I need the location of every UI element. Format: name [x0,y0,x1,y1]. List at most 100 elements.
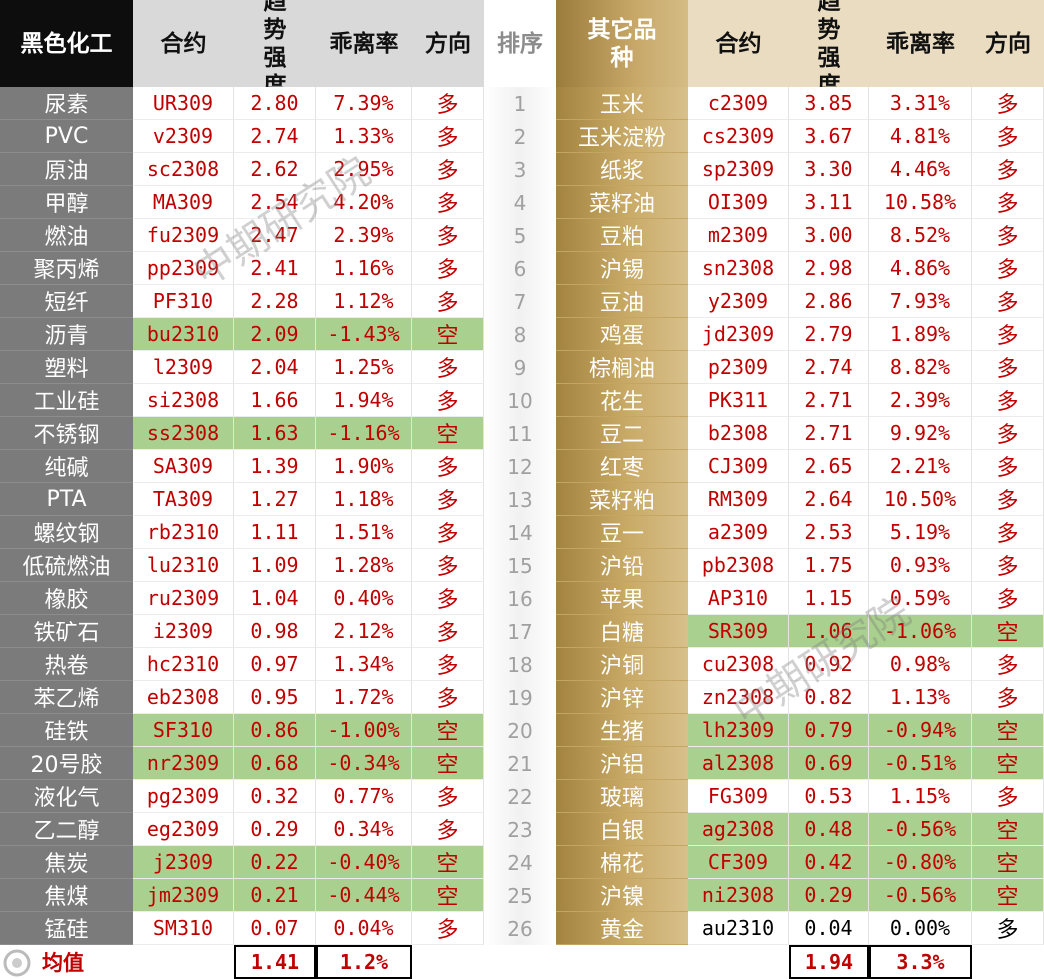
right-category-cell: 沪铅 [556,549,688,582]
left-header-contract: 合约 [133,0,234,87]
left-category-cell: 不锈钢 [0,417,133,450]
right-direction-cell: 空 [972,879,1044,912]
left-direction-cell: 多 [412,120,484,153]
left-category-cell: 低硫燃油 [0,549,133,582]
right-average-strength: 1.94 [789,945,869,979]
right-category-cell: 鸡蛋 [556,318,688,351]
right-deviation-cell: 8.52% [869,219,972,252]
left-contract-cell: pg2309 [133,780,234,813]
right-deviation-cell: 10.50% [869,483,972,516]
right-direction-cell: 多 [972,516,1044,549]
right-contract-cell: ag2308 [688,813,789,846]
left-category-cell: 尿素 [0,87,133,120]
left-category-cell: 螺纹钢 [0,516,133,549]
right-category-cell: 红枣 [556,450,688,483]
left-deviation-cell: 1.51% [316,516,412,549]
right-strength-cell: 0.79 [789,714,869,747]
left-strength-cell: 1.66 [234,384,316,417]
left-deviation-cell: 2.95% [316,153,412,186]
rank-cell: 3 [484,153,556,186]
right-direction-cell: 空 [972,813,1044,846]
left-contract-cell: UR309 [133,87,234,120]
left-contract-cell: SM310 [133,912,234,945]
left-contract-cell: si2308 [133,384,234,417]
left-contract-cell: eg2309 [133,813,234,846]
left-direction-cell: 多 [412,516,484,549]
left-direction-cell: 多 [412,384,484,417]
left-contract-cell: MA309 [133,186,234,219]
right-deviation-cell: 3.31% [869,87,972,120]
rank-cell: 6 [484,252,556,285]
left-category-cell: 20号胶 [0,747,133,780]
right-strength-cell: 1.15 [789,582,869,615]
right-category-cell: 豆粕 [556,219,688,252]
right-contract-cell: a2309 [688,516,789,549]
left-header-direction: 方向 [412,0,484,87]
left-strength-cell: 1.11 [234,516,316,549]
right-category-cell: 豆二 [556,417,688,450]
rank-cell: 21 [484,747,556,780]
right-deviation-cell: 0.00% [869,912,972,945]
left-direction-cell: 多 [412,252,484,285]
left-deviation-cell: -0.34% [316,747,412,780]
right-category-cell: 白银 [556,813,688,846]
right-category-cell: 棕榈油 [556,351,688,384]
rank-cell: 9 [484,351,556,384]
right-direction-cell: 多 [972,87,1044,120]
right-contract-cell: OI309 [688,186,789,219]
left-deviation-cell: 0.04% [316,912,412,945]
right-category-cell: 沪锌 [556,681,688,714]
rank-cell: 7 [484,285,556,318]
left-strength-cell: 1.27 [234,483,316,516]
left-direction-cell: 多 [412,582,484,615]
rank-cell: 18 [484,648,556,681]
rank-cell: 10 [484,384,556,417]
right-category-cell: 花生 [556,384,688,417]
left-category-cell: PVC [0,120,133,153]
right-strength-cell: 1.06 [789,615,869,648]
left-deviation-cell: -0.44% [316,879,412,912]
right-deviation-cell: -0.56% [869,813,972,846]
right-deviation-cell: 0.59% [869,582,972,615]
left-deviation-cell: -1.16% [316,417,412,450]
right-deviation-cell: 2.39% [869,384,972,417]
right-strength-cell: 2.64 [789,483,869,516]
right-contract-cell: al2308 [688,747,789,780]
left-contract-cell: bu2310 [133,318,234,351]
right-category-cell: 纸浆 [556,153,688,186]
right-direction-cell: 多 [972,483,1044,516]
right-strength-cell: 3.85 [789,87,869,120]
right-direction-cell: 多 [972,417,1044,450]
left-direction-cell: 多 [412,813,484,846]
right-direction-cell: 多 [972,318,1044,351]
rank-header: 排序 [484,0,556,87]
left-strength-cell: 1.39 [234,450,316,483]
left-direction-cell: 空 [412,747,484,780]
left-category-cell: 焦煤 [0,879,133,912]
right-deviation-cell: -0.94% [869,714,972,747]
left-deviation-cell: 2.12% [316,615,412,648]
rank-cell: 19 [484,681,556,714]
right-direction-cell: 多 [972,912,1044,945]
rank-cell: 15 [484,549,556,582]
left-deviation-cell: 1.33% [316,120,412,153]
right-deviation-cell: 4.81% [869,120,972,153]
right-deviation-cell: 4.46% [869,153,972,186]
left-strength-cell: 2.28 [234,285,316,318]
right-strength-cell: 2.79 [789,318,869,351]
right-direction-cell: 多 [972,648,1044,681]
right-contract-cell: lh2309 [688,714,789,747]
rank-cell: 14 [484,516,556,549]
left-direction-cell: 空 [412,879,484,912]
left-category-cell: 聚丙烯 [0,252,133,285]
left-strength-cell: 1.09 [234,549,316,582]
left-contract-cell: jm2309 [133,879,234,912]
rank-cell: 8 [484,318,556,351]
right-direction-cell: 多 [972,549,1044,582]
right-contract-cell: SR309 [688,615,789,648]
left-strength-cell: 0.07 [234,912,316,945]
left-deviation-cell: 1.94% [316,384,412,417]
right-category-cell: 菜籽油 [556,186,688,219]
left-direction-cell: 空 [412,318,484,351]
left-direction-cell: 多 [412,483,484,516]
